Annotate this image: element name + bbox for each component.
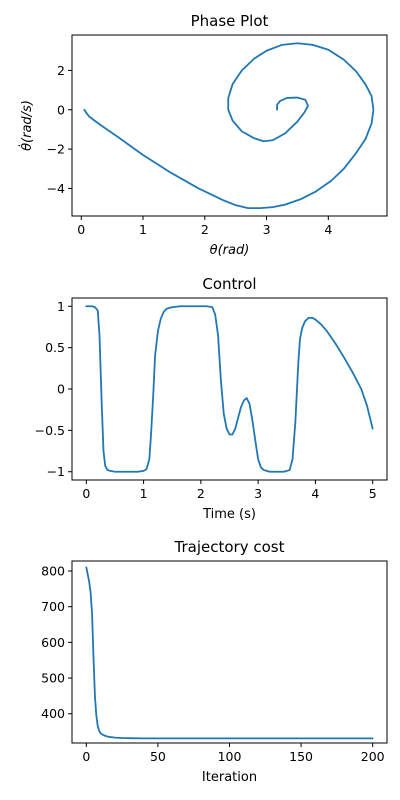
control-x-tick-label: 0	[82, 486, 90, 501]
trajectory-cost-x-tick-label: 150	[289, 749, 313, 764]
trajectory-cost-title: Trajectory cost	[174, 538, 285, 556]
control-title: Control	[202, 275, 256, 293]
phase-plot-chart: Phase Plot θ(rad) θ̇(rad/s) 0 1 2 3 4 −4 −2 0 2	[19, 12, 388, 258]
trajectory-cost-x-tick-label: 50	[150, 749, 166, 764]
phase-plot-title: Phase Plot	[191, 12, 269, 30]
control-x-tick-label: 3	[254, 486, 262, 501]
phase-plot-y-tick-label: −2	[47, 142, 65, 157]
phase-plot-y-tick-label: 0	[57, 102, 65, 117]
control-x-tick-label: 2	[197, 486, 205, 501]
trajectory-cost-y-tick-label: 400	[41, 706, 65, 721]
control-x-tick-label: 5	[369, 486, 377, 501]
phase-plot-y-tick-label: −4	[47, 181, 65, 196]
trajectory-cost-y-tick-label: 700	[41, 599, 65, 614]
phase-plot-series-line	[83, 42, 375, 210]
trajectory-cost-x-tick-label: 100	[218, 749, 242, 764]
control-y-tick-label: −1	[47, 464, 65, 479]
phase-plot-plot-frame	[71, 34, 388, 217]
control-plot-frame	[71, 297, 388, 481]
phase-plot-x-tick-label: 1	[139, 222, 147, 237]
phase-plot-x-tick-label: 3	[263, 222, 271, 237]
control-xlabel: Time (s)	[202, 507, 256, 522]
phase-plot-ylabel: θ̇(rad/s)	[19, 100, 35, 151]
trajectory-cost-series-line	[85, 566, 374, 740]
control-y-tick-label: 1	[57, 299, 65, 314]
trajectory-cost-chart: Trajectory cost Iteration 0 50 100 150 200 40…	[41, 538, 388, 785]
control-y-tick-label: −0.5	[35, 423, 65, 438]
trajectory-cost-x-tick-label: 0	[82, 749, 90, 764]
trajectory-cost-y-tick-label: 500	[41, 671, 65, 686]
phase-plot-x-tick-label: 2	[201, 222, 209, 237]
trajectory-cost-y-tick-label: 800	[41, 563, 65, 578]
phase-plot-xlabel: θ(rad)	[210, 243, 250, 258]
phase-plot-x-tick-label: 0	[77, 222, 85, 237]
control-y-tick-label: 0	[57, 382, 65, 397]
trajectory-cost-x-tick-label: 200	[361, 749, 385, 764]
trajectory-cost-plot-frame	[71, 560, 388, 744]
control-series-line	[85, 305, 374, 473]
control-x-tick-label: 1	[140, 486, 148, 501]
control-y-tick-label: 0.5	[45, 340, 65, 355]
control-x-tick-label: 4	[311, 486, 319, 501]
phase-plot-y-tick-label: 2	[57, 63, 65, 78]
trajectory-cost-xlabel: Iteration	[202, 770, 257, 785]
phase-plot-x-tick-label: 4	[324, 222, 332, 237]
control-chart: Control Time (s) 0 1 2 3 4 5 −1 −0.5 0 0.5 1	[35, 275, 388, 522]
trajectory-cost-y-tick-label: 600	[41, 635, 65, 650]
